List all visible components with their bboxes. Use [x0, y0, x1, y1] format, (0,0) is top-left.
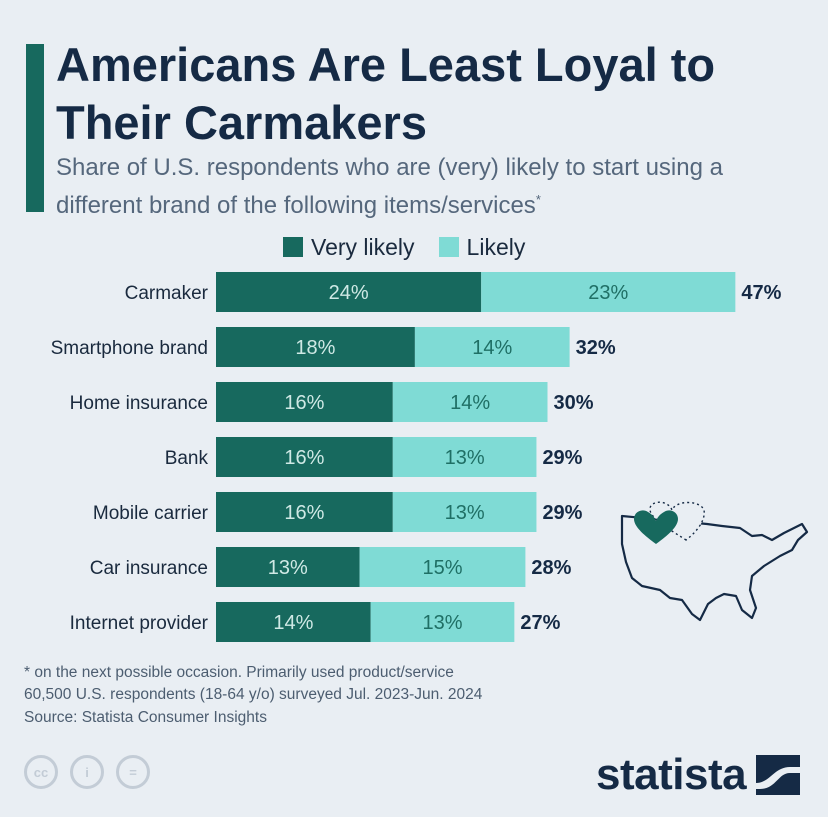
- data-label-very-likely-car-insurance: 13%: [268, 557, 308, 579]
- data-label-likely-mobile-carrier: 13%: [445, 502, 485, 524]
- equals-icon[interactable]: =: [116, 755, 150, 789]
- bar-very-likely-smartphone-brand: [216, 327, 415, 367]
- category-label-internet-provider: Internet provider: [70, 613, 209, 634]
- bar-very-likely-internet-provider: [216, 602, 371, 642]
- legend-swatch-likely: [438, 237, 459, 257]
- bar-likely-internet-provider: [370, 602, 515, 642]
- total-label-car-insurance: 28%: [531, 557, 571, 579]
- data-label-very-likely-internet-provider: 14%: [273, 612, 313, 634]
- footnote-line-1: * on the next possible occasion. Primari…: [24, 664, 454, 681]
- data-label-likely-bank: 13%: [445, 447, 485, 469]
- stacked-bar-chart: Carmaker 24% 23% 47% Smartphone brand 18% 14% 3…: [51, 272, 782, 642]
- data-label-likely-internet-provider: 13%: [423, 612, 463, 634]
- data-label-likely-smartphone-brand: 14%: [472, 337, 512, 359]
- bar-very-likely-home-insurance: [216, 382, 393, 422]
- legend-label-likely: Likely: [466, 233, 526, 260]
- total-label-mobile-carrier: 29%: [542, 502, 582, 524]
- data-label-very-likely-carmaker: 24%: [329, 282, 369, 304]
- data-label-very-likely-smartphone-brand: 18%: [295, 337, 335, 359]
- bar-likely-smartphone-brand: [414, 327, 570, 367]
- category-label-home-insurance: Home insurance: [70, 393, 208, 414]
- cc-icon[interactable]: cc: [24, 755, 58, 789]
- legend-swatch-very-likely: [283, 237, 303, 257]
- data-label-very-likely-bank: 16%: [284, 447, 324, 469]
- category-label-bank: Bank: [165, 448, 209, 469]
- total-label-internet-provider: 27%: [520, 612, 560, 634]
- bar-likely-car-insurance: [359, 547, 526, 587]
- subtitle-asterisk: *: [535, 192, 541, 207]
- legend-label-very-likely: Very likely: [311, 233, 415, 260]
- data-label-very-likely-home-insurance: 16%: [284, 392, 324, 414]
- bar-very-likely-bank: [216, 437, 393, 477]
- footnote: * on the next possible occasion. Primari…: [24, 662, 584, 706]
- usa-outline-icon: [620, 514, 809, 622]
- brand-wordmark: statista: [596, 750, 747, 799]
- total-label-carmaker: 47%: [741, 282, 781, 304]
- footnote-line-2: 60,500 U.S. respondents (18-64 y/o) surv…: [24, 686, 483, 703]
- data-label-likely-carmaker: 23%: [588, 282, 628, 304]
- bar-likely-carmaker: [481, 272, 736, 312]
- usa-map-heart-illustration: [620, 501, 809, 622]
- chart-legend: Very likely Likely: [283, 232, 525, 262]
- person-icon[interactable]: i: [70, 755, 104, 789]
- data-label-likely-car-insurance: 15%: [423, 557, 463, 579]
- bar-very-likely-car-insurance: [216, 547, 360, 587]
- subtitle-text: Share of U.S. respondents who are (very)…: [56, 154, 723, 219]
- total-label-home-insurance: 30%: [554, 392, 594, 414]
- statista-mark-icon: [756, 755, 801, 795]
- category-label-car-insurance: Car insurance: [90, 558, 208, 579]
- bar-likely-bank: [392, 437, 537, 477]
- source-note: Source: Statista Consumer Insights: [24, 709, 267, 726]
- category-label-smartphone-brand: Smartphone brand: [51, 338, 208, 359]
- category-label-carmaker: Carmaker: [125, 283, 209, 304]
- total-label-smartphone-brand: 32%: [576, 337, 616, 359]
- total-label-bank: 29%: [542, 447, 582, 469]
- bar-likely-home-insurance: [392, 382, 548, 422]
- bar-very-likely-mobile-carrier: [216, 492, 393, 532]
- category-label-mobile-carrier: Mobile carrier: [93, 503, 209, 524]
- page-title: Americans Are Least Loyal to Their Carma…: [56, 38, 716, 149]
- title-accent-bar: [26, 44, 44, 212]
- statista-logo[interactable]: statista: [596, 750, 801, 800]
- page-subtitle: Share of U.S. respondents who are (very)…: [56, 152, 796, 222]
- data-label-likely-home-insurance: 14%: [450, 392, 490, 414]
- filled-heart-icon: [634, 510, 678, 544]
- bar-very-likely-carmaker: [216, 272, 482, 312]
- data-label-very-likely-mobile-carrier: 16%: [284, 502, 324, 524]
- bar-likely-mobile-carrier: [392, 492, 537, 532]
- license-icons: cc i =: [24, 755, 150, 789]
